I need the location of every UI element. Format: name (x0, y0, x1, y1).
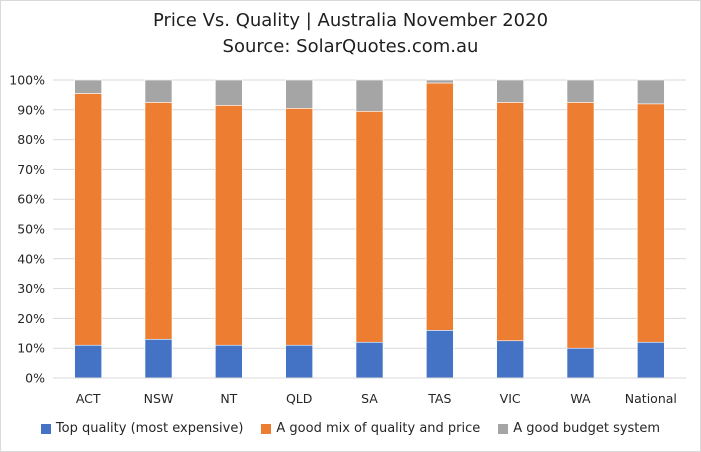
y-tick-label: 100% (9, 73, 45, 88)
bar-wa-series-0 (566, 347, 595, 379)
bar-national-series-0 (637, 341, 665, 379)
y-tick-label: 20% (17, 311, 45, 326)
y-tick-label: 30% (17, 281, 45, 296)
chart-legend: Top quality (most expensive) A good mix o… (0, 421, 701, 436)
legend-item: Top quality (most expensive) (40, 421, 244, 436)
x-tick-label: QLD (286, 391, 312, 406)
legend-item: A good mix of quality and price (261, 421, 480, 436)
legend-label: Top quality (most expensive) (55, 421, 244, 436)
y-tick-label: 70% (17, 162, 45, 177)
legend-swatch (261, 423, 272, 434)
x-tick-label: SA (361, 391, 378, 406)
chart-title: Price Vs. Quality | Australia November 2… (152, 10, 549, 31)
bar-vic-series-1 (496, 102, 524, 342)
bar-nt-series-2 (215, 79, 243, 106)
chart-subtitle: Source: SolarQuotes.com.au (222, 36, 479, 57)
bar-tas-series-0 (426, 330, 454, 379)
x-tick-label: National (625, 391, 677, 406)
legend-swatch (40, 423, 51, 434)
bar-wa-series-2 (566, 79, 595, 103)
bar-sa-series-2 (355, 79, 384, 112)
bar-wa-series-1 (566, 102, 595, 349)
bar-national-series-1 (637, 103, 665, 343)
bar-nt-series-0 (215, 344, 243, 379)
legend-label: A good budget system (513, 421, 661, 436)
legend-item: A good budget system (498, 421, 660, 436)
bar-qld-series-2 (285, 79, 313, 109)
bar-tas-series-1 (426, 82, 454, 331)
bar-nsw-series-2 (144, 79, 173, 103)
y-tick-label: 40% (17, 251, 45, 266)
bar-act-series-1 (74, 93, 102, 346)
bar-nsw-series-0 (144, 338, 173, 379)
y-tick-label: 50% (17, 222, 45, 237)
bar-vic-series-2 (496, 79, 524, 103)
bar-act-series-2 (74, 79, 102, 94)
x-tick-label: NSW (144, 391, 174, 406)
bar-tas-series-2 (426, 79, 454, 84)
x-tick-label: NT (220, 391, 237, 406)
bar-sa-series-0 (355, 341, 384, 379)
bar-sa-series-1 (355, 110, 384, 343)
bar-nsw-series-1 (144, 102, 173, 340)
x-tick-label: WA (570, 391, 591, 406)
y-tick-label: 10% (17, 341, 45, 356)
y-tick-label: 90% (17, 102, 45, 117)
y-tick-label: 0% (25, 371, 45, 386)
x-tick-label: TAS (427, 391, 451, 406)
bar-qld-series-1 (285, 108, 313, 346)
bar-national-series-2 (637, 79, 665, 105)
legend-swatch (498, 423, 509, 434)
bar-nt-series-1 (215, 105, 243, 346)
x-tick-label: VIC (500, 391, 521, 406)
bar-qld-series-0 (285, 344, 313, 379)
y-tick-label: 80% (17, 132, 45, 147)
y-tick-label: 60% (17, 192, 45, 207)
bar-act-series-0 (74, 344, 102, 379)
legend-label: A good mix of quality and price (276, 421, 481, 436)
x-tick-label: ACT (76, 391, 101, 406)
bar-vic-series-0 (496, 340, 524, 379)
